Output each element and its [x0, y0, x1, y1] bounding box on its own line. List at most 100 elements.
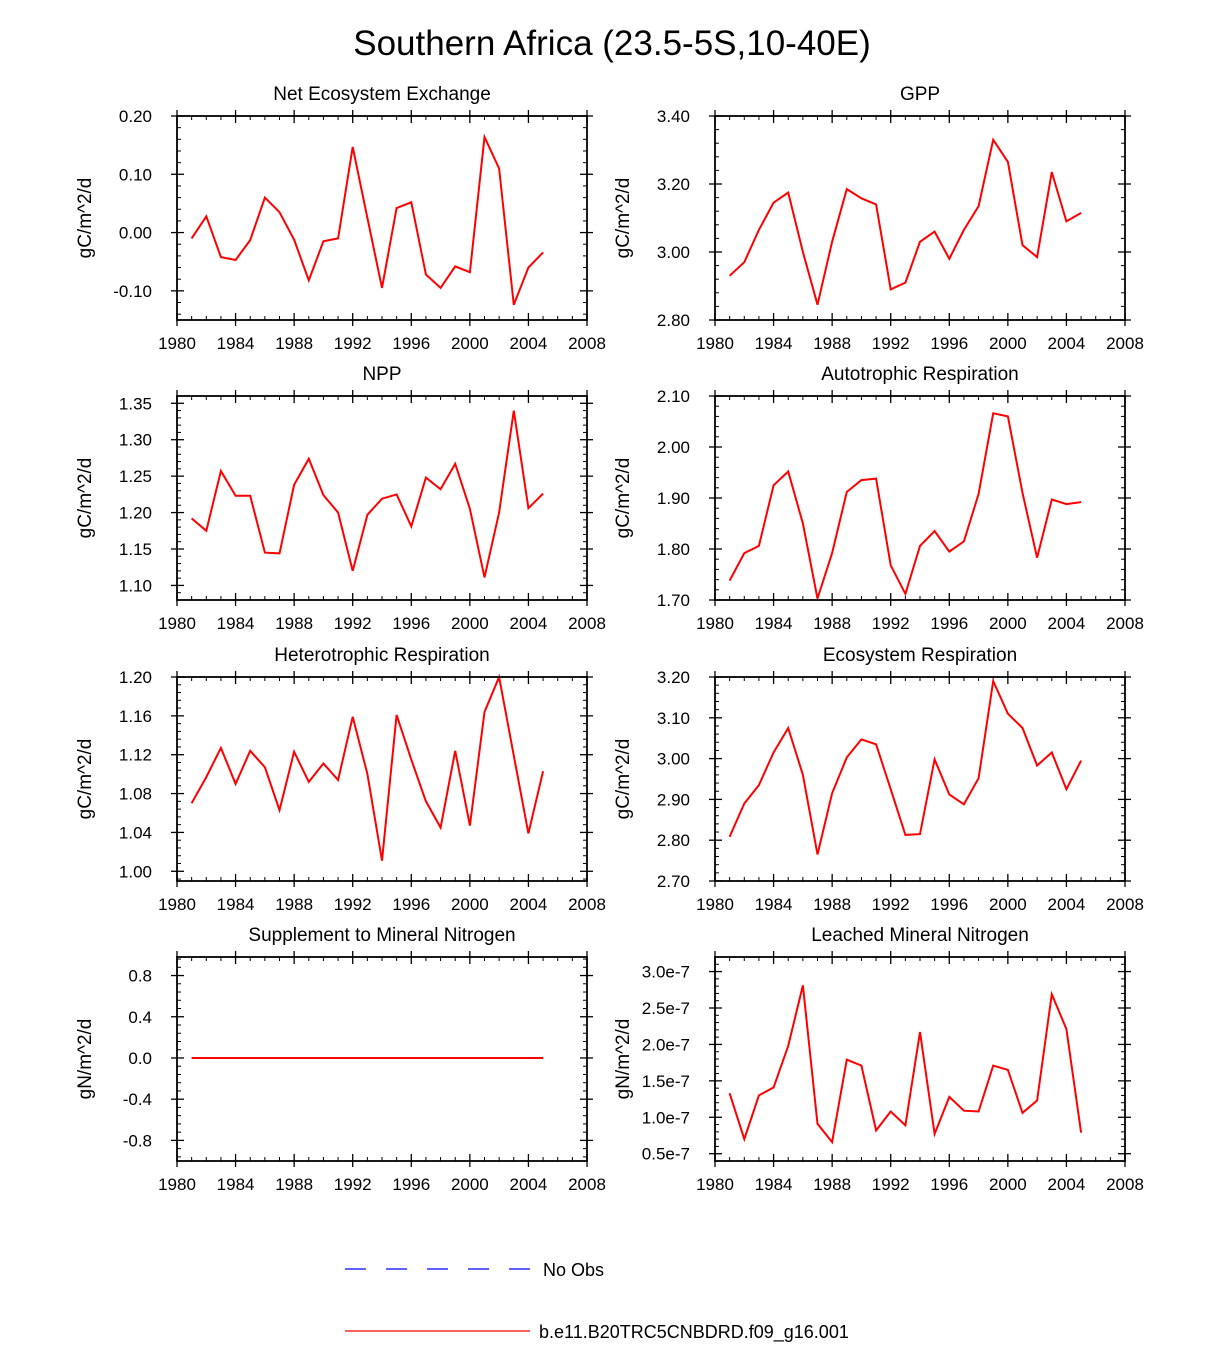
- x-tick-label: 2004: [510, 895, 548, 914]
- x-tick-label: 1980: [696, 614, 734, 633]
- y-tick-label: 1.10: [119, 576, 152, 595]
- y-tick-label: 1.5e-7: [642, 1072, 690, 1091]
- panel-title: Heterotrophic Respiration: [274, 645, 489, 666]
- plot-frame: [176, 395, 588, 601]
- y-axis-label: gC/m^2/d: [613, 178, 634, 259]
- panels: Net Ecosystem Exchange gC/m^2/d 1980 1984 19…: [75, 84, 1144, 1194]
- x-tick-label: 1988: [813, 334, 851, 353]
- x-tick-label: 1992: [334, 614, 372, 633]
- y-tick-label: 0.4: [128, 1008, 152, 1027]
- y-tick-label: 2.10: [657, 387, 690, 406]
- y-tick-label: 3.20: [657, 668, 690, 687]
- x-tick-label: 2004: [1048, 334, 1086, 353]
- x-tick-label: 2004: [510, 334, 548, 353]
- y-tick-label: 1.15: [119, 540, 152, 559]
- panel-3: NPP gC/m^2/d 1980 1984 1988 1992 1996 2000 2004 2…: [75, 364, 606, 633]
- panel-5: Heterotrophic Respiration gC/m^2/d 1980 198…: [75, 645, 606, 914]
- x-tick-label: 2000: [989, 895, 1027, 914]
- y-axis-label: gC/m^2/d: [75, 458, 96, 539]
- y-axis-label: gC/m^2/d: [613, 739, 634, 820]
- y-tick-label: 1.00: [119, 862, 152, 881]
- y-tick-label: 1.70: [657, 591, 690, 610]
- x-tick-label: 1996: [930, 1175, 968, 1194]
- series-line: [728, 985, 1083, 1145]
- x-tick-label: 1980: [696, 334, 734, 353]
- series-line: [190, 673, 545, 861]
- panel-1: Net Ecosystem Exchange gC/m^2/d 1980 1984 19…: [75, 84, 606, 353]
- y-tick-label: 1.25: [119, 467, 152, 486]
- x-tick-label: 2008: [1106, 614, 1144, 633]
- x-tick-label: 1996: [392, 1175, 430, 1194]
- series-line: [190, 410, 544, 578]
- x-tick-label: 2008: [568, 1175, 606, 1194]
- y-tick-label: 0.10: [119, 165, 152, 184]
- legend-label: No Obs: [543, 1260, 604, 1280]
- y-axis-label: gC/m^2/d: [613, 458, 634, 539]
- y-axis-label: gC/m^2/d: [75, 178, 96, 259]
- x-tick-label: 1984: [217, 1175, 255, 1194]
- x-tick-label: 2008: [568, 334, 606, 353]
- x-tick-label: 1980: [158, 1175, 196, 1194]
- y-tick-label: 0.8: [128, 967, 152, 986]
- y-tick-label: 2.90: [657, 790, 690, 809]
- y-tick-label: 0.20: [119, 107, 152, 126]
- plot-frame: [176, 676, 588, 882]
- x-tick-label: 1996: [930, 334, 968, 353]
- panel-title: Autotrophic Respiration: [821, 364, 1019, 385]
- x-tick-label: 1996: [392, 614, 430, 633]
- series-line: [728, 412, 1082, 599]
- series-line: [728, 137, 1082, 305]
- x-tick-label: 1992: [334, 1175, 372, 1194]
- y-tick-label: 1.08: [119, 785, 152, 804]
- y-tick-label: 2.80: [657, 311, 690, 330]
- y-tick-label: 0.5e-7: [642, 1145, 690, 1164]
- y-axis-label: gN/m^2/d: [75, 1019, 96, 1100]
- y-tick-label: 1.35: [119, 394, 152, 413]
- panel-title: Leached Mineral Nitrogen: [811, 925, 1029, 946]
- x-tick-label: 1992: [872, 614, 910, 633]
- y-tick-label: 2.0e-7: [642, 1035, 690, 1054]
- y-tick-label: 1.16: [119, 707, 152, 726]
- x-tick-label: 1996: [392, 895, 430, 914]
- y-tick-label: 2.00: [657, 438, 690, 457]
- x-tick-label: 1980: [696, 895, 734, 914]
- x-tick-label: 2004: [510, 1175, 548, 1194]
- x-tick-label: 2004: [1048, 1175, 1086, 1194]
- x-tick-label: 1984: [217, 334, 255, 353]
- plot-frame: [176, 115, 588, 321]
- y-tick-label: -0.8: [123, 1131, 152, 1150]
- x-tick-label: 1988: [275, 895, 313, 914]
- y-tick-label: 3.40: [657, 107, 690, 126]
- y-tick-label: 1.12: [119, 746, 152, 765]
- figure-title: Southern Africa (23.5-5S,10-40E): [353, 24, 871, 63]
- x-tick-label: 1992: [872, 895, 910, 914]
- x-tick-label: 1980: [158, 334, 196, 353]
- x-tick-label: 1992: [872, 334, 910, 353]
- x-tick-label: 2008: [1106, 334, 1144, 353]
- x-tick-label: 1988: [813, 614, 851, 633]
- y-tick-label: 3.20: [657, 175, 690, 194]
- x-tick-label: 1996: [930, 614, 968, 633]
- panel-title: NPP: [362, 364, 401, 385]
- y-tick-label: 3.00: [657, 243, 690, 262]
- legend-label: b.e11.B20TRC5CNBDRD.f09_g16.001: [539, 1322, 849, 1343]
- x-tick-label: 1996: [930, 895, 968, 914]
- y-tick-label: -0.10: [113, 282, 152, 301]
- panel-4: Autotrophic Respiration gC/m^2/d 1980 1984 1…: [613, 364, 1144, 633]
- x-tick-label: 1984: [755, 614, 793, 633]
- x-tick-label: 1988: [813, 1175, 851, 1194]
- y-axis-label: gC/m^2/d: [75, 739, 96, 820]
- y-tick-label: 1.20: [119, 504, 152, 523]
- x-tick-label: 1996: [392, 334, 430, 353]
- x-tick-label: 2008: [1106, 895, 1144, 914]
- x-tick-label: 1984: [755, 334, 793, 353]
- y-axis-label: gN/m^2/d: [613, 1019, 634, 1100]
- y-tick-label: 0.0: [128, 1049, 152, 1068]
- x-tick-label: 2000: [451, 895, 489, 914]
- x-tick-label: 1988: [275, 614, 313, 633]
- y-tick-label: 2.5e-7: [642, 999, 690, 1018]
- y-tick-label: 3.0e-7: [642, 963, 690, 982]
- y-tick-label: 1.20: [119, 668, 152, 687]
- x-tick-label: 1992: [872, 1175, 910, 1194]
